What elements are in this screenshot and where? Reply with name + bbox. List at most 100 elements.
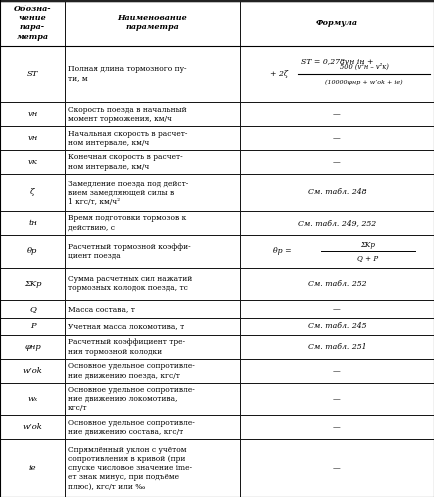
Text: θр =: θр = [273, 247, 292, 255]
Text: Время подготовки тормозов к
действию, с: Время подготовки тормозов к действию, с [68, 214, 186, 232]
Text: vн: vн [27, 134, 38, 142]
Bar [240, 235, 434, 267]
Bar [240, 359, 434, 383]
Bar [240, 126, 434, 150]
Text: ζ: ζ [30, 188, 35, 196]
Text: —: — [333, 134, 341, 142]
Bar [240, 335, 434, 359]
Text: —: — [333, 305, 341, 313]
Bar [240, 0, 434, 46]
Bar [65, 267, 240, 300]
Bar [65, 126, 240, 150]
Bar [240, 267, 434, 300]
Text: См. табл. 249, 252: См. табл. 249, 252 [298, 219, 376, 227]
Text: vн: vн [27, 110, 38, 118]
Bar [0, 46, 65, 102]
Bar [240, 46, 434, 102]
Text: См. табл. 248: См. табл. 248 [308, 188, 366, 196]
Bar [240, 439, 434, 497]
Text: См. табл. 252: См. табл. 252 [308, 280, 366, 288]
Bar [0, 359, 65, 383]
Text: φнp: φнp [24, 343, 41, 351]
Bar [0, 102, 65, 126]
Bar [0, 126, 65, 150]
Bar [65, 300, 240, 318]
Bar [0, 383, 65, 415]
Bar [0, 0, 65, 46]
Text: Скорость поезда в начальный
момент торможения, км/ч: Скорость поезда в начальный момент тормо… [68, 105, 187, 123]
Text: ΣKр: ΣKр [361, 241, 375, 248]
Bar [240, 300, 434, 318]
Text: 500 (v²н – v²к): 500 (v²н – v²к) [340, 63, 388, 71]
Text: Замедление поезда под дейст-
вием замедляющей силы в
1 кгс/т, км/ч²: Замедление поезда под дейст- вием замедл… [68, 179, 188, 206]
Text: —: — [333, 423, 341, 431]
Text: Формула: Формула [316, 19, 358, 27]
Text: Основное удельное сопротивле-
ние движению состава, кгс/т: Основное удельное сопротивле- ние движен… [68, 419, 195, 436]
Text: Начальная скорость в расчет-
ном интервале, км/ч: Начальная скорость в расчет- ном интерва… [68, 130, 187, 147]
Bar [0, 335, 65, 359]
Text: —: — [333, 367, 341, 375]
Bar [65, 211, 240, 235]
Bar [240, 150, 434, 174]
Text: Основное удельное сопротивле-
ние движению поезда, кгс/т: Основное удельное сопротивле- ние движен… [68, 362, 195, 379]
Text: —: — [333, 395, 341, 403]
Bar [0, 267, 65, 300]
Text: —: — [333, 158, 341, 166]
Text: Полная длина тормозного пу-
ти, м: Полная длина тормозного пу- ти, м [68, 65, 187, 83]
Text: wₓ: wₓ [27, 395, 38, 403]
Bar [240, 415, 434, 439]
Bar [65, 335, 240, 359]
Bar [65, 359, 240, 383]
Bar [240, 174, 434, 211]
Bar [0, 300, 65, 318]
Text: Масса состава, т: Масса состава, т [68, 305, 135, 313]
Bar [65, 0, 240, 46]
Text: θр: θр [27, 247, 38, 255]
Text: Q: Q [29, 305, 36, 313]
Bar [240, 211, 434, 235]
Bar [65, 150, 240, 174]
Bar [0, 415, 65, 439]
Bar [240, 383, 434, 415]
Text: SТ = 0,278vн iн +: SТ = 0,278vн iн + [301, 58, 373, 66]
Text: w’оk: w’оk [23, 423, 43, 431]
Bar [65, 318, 240, 335]
Text: + 2ζ: + 2ζ [270, 70, 288, 78]
Bar [0, 174, 65, 211]
Text: Q + P: Q + P [358, 254, 378, 262]
Bar [65, 439, 240, 497]
Text: Сумма расчетных сил нажатий
тормозных колодок поезда, тс: Сумма расчетных сил нажатий тормозных ко… [68, 275, 192, 292]
Text: См. табл. 245: См. табл. 245 [308, 322, 366, 331]
Bar [240, 102, 434, 126]
Text: P: P [30, 322, 35, 331]
Text: Обозна-
чение
пара-
метра: Обозна- чение пара- метра [14, 5, 51, 41]
Bar [0, 318, 65, 335]
Bar [65, 415, 240, 439]
Text: vк: vк [28, 158, 37, 166]
Bar [65, 46, 240, 102]
Bar [0, 439, 65, 497]
Bar [65, 102, 240, 126]
Bar [65, 174, 240, 211]
Text: Расчетный коэффициент тре-
ния тормозной колодки: Расчетный коэффициент тре- ния тормозной… [68, 338, 185, 355]
Bar [0, 211, 65, 235]
Text: —: — [333, 110, 341, 118]
Text: Учетная масса локомотива, т: Учетная масса локомотива, т [68, 322, 184, 331]
Bar [240, 318, 434, 335]
Text: Основное удельное сопротивле-
ние движению локомотива,
кгс/т: Основное удельное сопротивле- ние движен… [68, 386, 195, 413]
Bar [65, 383, 240, 415]
Text: Расчетный тормозной коэффи-
циент поезда: Расчетный тормозной коэффи- циент поезда [68, 243, 191, 260]
Bar [0, 150, 65, 174]
Text: Конечная скорость в расчет-
ном интервале, км/ч: Конечная скорость в расчет- ном интервал… [68, 154, 183, 170]
Text: SТ: SТ [27, 70, 38, 78]
Text: Наименование
параметра: Наименование параметра [118, 14, 187, 31]
Text: —: — [333, 464, 341, 472]
Bar [65, 235, 240, 267]
Bar [0, 235, 65, 267]
Text: w’оk: w’оk [23, 367, 43, 375]
Text: iе: iе [29, 464, 36, 472]
Text: (10000φнp + w’оk + iе): (10000φнp + w’оk + iе) [326, 80, 403, 85]
Text: См. табл. 251: См. табл. 251 [308, 343, 366, 351]
Text: ΣKр: ΣKр [24, 280, 41, 288]
Text: Спрямлённый уклон с учётом
сопротивления в кривой (при
спуске числовое значение : Спрямлённый уклон с учётом сопротивления… [68, 446, 192, 491]
